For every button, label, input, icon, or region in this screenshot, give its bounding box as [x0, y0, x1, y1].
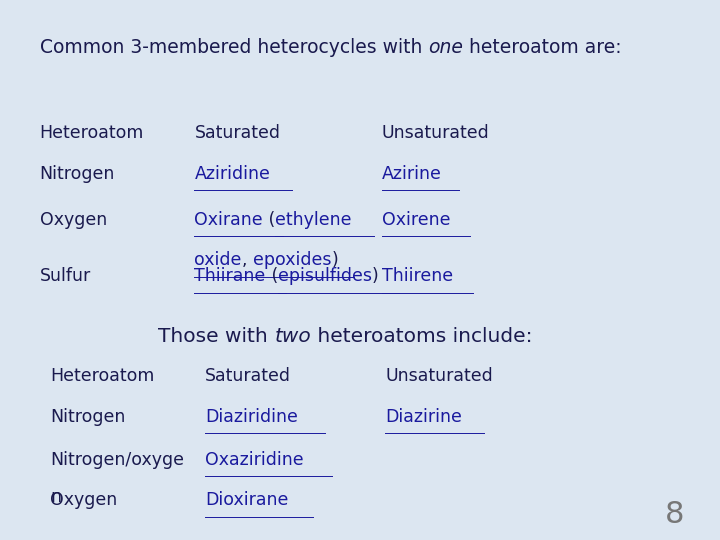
- Text: Dioxirane: Dioxirane: [205, 491, 289, 509]
- Text: Saturated: Saturated: [194, 124, 280, 142]
- Text: (: (: [266, 267, 278, 285]
- Text: Nitrogen: Nitrogen: [40, 165, 115, 183]
- Text: heteroatoms include:: heteroatoms include:: [311, 327, 533, 346]
- Text: Oxygen: Oxygen: [40, 211, 107, 228]
- Text: Thiirene: Thiirene: [382, 267, 453, 285]
- Text: one: one: [428, 38, 463, 57]
- Text: Sulfur: Sulfur: [40, 267, 91, 285]
- Text: ethylene: ethylene: [275, 211, 352, 228]
- Text: Thiirane: Thiirane: [194, 267, 266, 285]
- Text: ,: ,: [242, 251, 253, 269]
- Text: epoxides: epoxides: [253, 251, 331, 269]
- Text: Oxirane: Oxirane: [194, 211, 263, 228]
- Text: n: n: [50, 488, 61, 505]
- Text: Heteroatom: Heteroatom: [50, 367, 155, 385]
- Text: Diazirine: Diazirine: [385, 408, 462, 426]
- Text: ): ): [331, 251, 338, 269]
- Text: Common 3-membered heterocycles with: Common 3-membered heterocycles with: [40, 38, 428, 57]
- Text: ): ): [372, 267, 379, 285]
- Text: Heteroatom: Heteroatom: [40, 124, 144, 142]
- Text: heteroatom are:: heteroatom are:: [463, 38, 621, 57]
- Text: Diaziridine: Diaziridine: [205, 408, 298, 426]
- Text: Those with: Those with: [158, 327, 274, 346]
- Text: (: (: [263, 211, 275, 228]
- Text: episulfides: episulfides: [278, 267, 372, 285]
- Text: Aziridine: Aziridine: [194, 165, 270, 183]
- Text: two: two: [274, 327, 311, 346]
- Text: Azirine: Azirine: [382, 165, 441, 183]
- Text: Nitrogen: Nitrogen: [50, 408, 126, 426]
- Text: oxide: oxide: [194, 251, 242, 269]
- Text: Saturated: Saturated: [205, 367, 291, 385]
- Text: Unsaturated: Unsaturated: [382, 124, 490, 142]
- Text: 8: 8: [665, 500, 684, 529]
- Text: Oxygen: Oxygen: [50, 491, 117, 509]
- Text: Oxirene: Oxirene: [382, 211, 450, 228]
- Text: Nitrogen/oxyge: Nitrogen/oxyge: [50, 451, 184, 469]
- Text: Unsaturated: Unsaturated: [385, 367, 493, 385]
- Text: Oxaziridine: Oxaziridine: [205, 451, 304, 469]
